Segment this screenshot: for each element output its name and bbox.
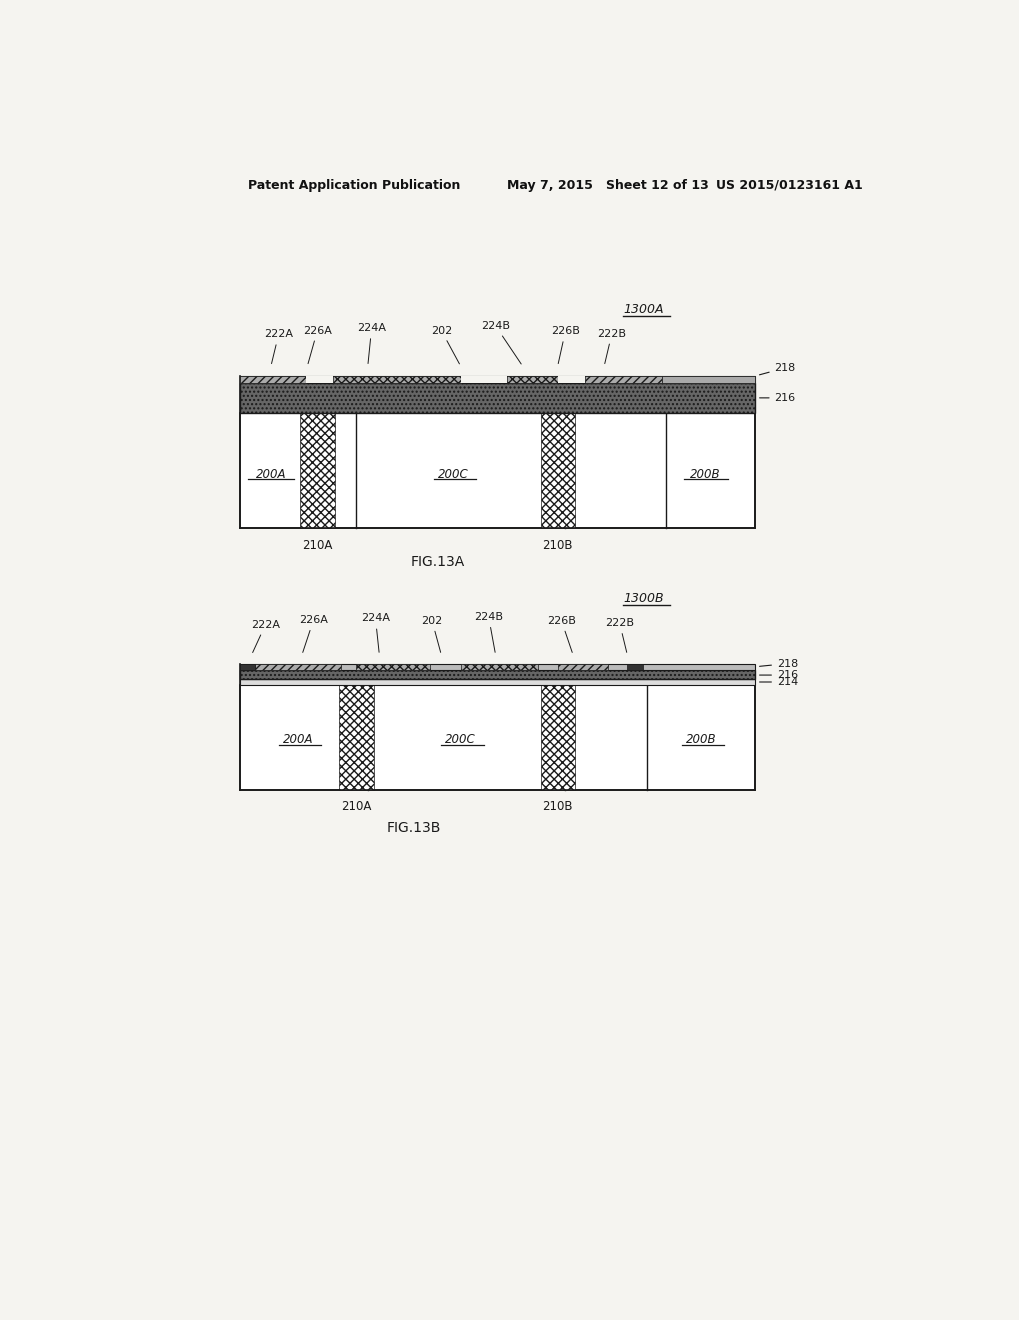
Text: 210A: 210A	[302, 539, 332, 552]
Bar	[332, 375, 461, 383]
Text: FIG.13A: FIG.13A	[410, 554, 465, 569]
Text: 226B: 226B	[546, 616, 576, 652]
Text: 210B: 210B	[542, 539, 573, 552]
Bar	[239, 678, 754, 685]
Text: 200A: 200A	[256, 467, 286, 480]
Text: 222A: 222A	[251, 619, 279, 652]
Bar	[239, 669, 754, 678]
Bar	[557, 664, 607, 669]
Text: 216: 216	[759, 393, 795, 403]
Text: 226B: 226B	[550, 326, 579, 363]
Bar	[239, 375, 306, 383]
Bar	[461, 664, 538, 669]
Text: 224B: 224B	[474, 612, 502, 652]
Text: 218: 218	[759, 363, 795, 375]
Text: 200C: 200C	[445, 733, 476, 746]
Bar	[338, 685, 374, 789]
Text: 224A: 224A	[361, 614, 389, 652]
Bar	[255, 664, 340, 669]
Text: 210A: 210A	[340, 800, 371, 813]
Text: 226A: 226A	[303, 326, 331, 363]
Text: 214: 214	[759, 677, 798, 686]
Text: 222B: 222B	[597, 329, 626, 363]
Text: 226A: 226A	[299, 615, 328, 652]
Text: 202: 202	[430, 326, 459, 364]
Text: 210B: 210B	[542, 800, 573, 813]
Bar	[239, 664, 255, 669]
Text: 222A: 222A	[264, 330, 292, 363]
Bar	[239, 383, 754, 412]
Text: 224A: 224A	[357, 323, 386, 363]
Text: 200B: 200B	[685, 733, 715, 746]
Bar	[239, 412, 754, 528]
Bar	[506, 375, 557, 383]
Bar	[239, 375, 754, 383]
Text: May 7, 2015   Sheet 12 of 13: May 7, 2015 Sheet 12 of 13	[506, 178, 708, 191]
Text: 1300A: 1300A	[623, 304, 663, 317]
Bar	[356, 664, 429, 669]
Text: 200A: 200A	[282, 733, 313, 746]
Bar	[540, 412, 575, 528]
Text: 200B: 200B	[689, 467, 719, 480]
Text: US 2015/0123161 A1: US 2015/0123161 A1	[715, 178, 862, 191]
Bar	[461, 375, 506, 383]
Bar	[584, 375, 661, 383]
Bar	[627, 664, 642, 669]
Text: 200C: 200C	[437, 467, 468, 480]
Text: 224B: 224B	[481, 321, 521, 364]
Text: 1300B: 1300B	[623, 591, 663, 605]
Bar	[540, 685, 575, 789]
Text: 222B: 222B	[604, 618, 634, 652]
Bar	[300, 412, 335, 528]
Text: FIG.13B: FIG.13B	[386, 821, 441, 834]
Text: 218: 218	[759, 659, 798, 668]
Bar	[557, 375, 584, 383]
Bar	[306, 375, 332, 383]
Bar	[239, 685, 754, 789]
Text: 202: 202	[421, 616, 442, 652]
Text: Patent Application Publication: Patent Application Publication	[248, 178, 460, 191]
Bar	[661, 375, 754, 383]
Bar	[239, 664, 754, 669]
Text: 216: 216	[759, 671, 797, 680]
